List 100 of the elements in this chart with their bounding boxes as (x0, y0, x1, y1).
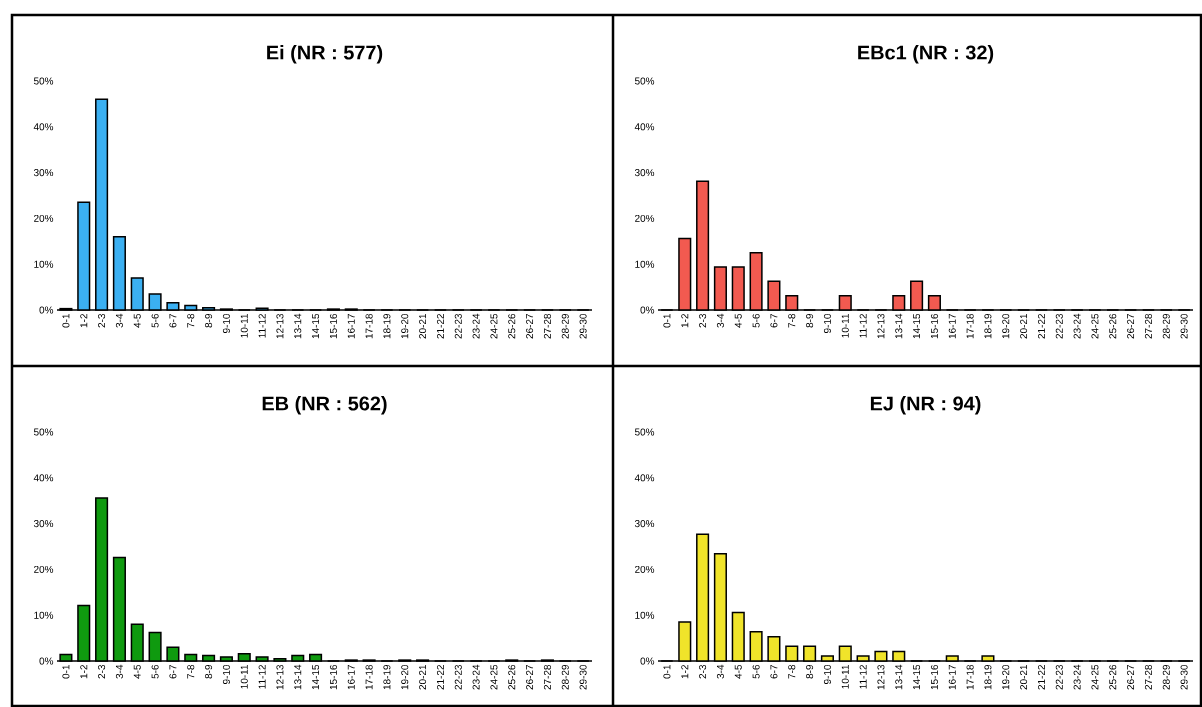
x-tick-label: 20-21 (419, 314, 427, 339)
x-tick-label: 24-25 (490, 313, 498, 339)
y-tick-label: 30% (33, 520, 54, 528)
x-tick-label: 9-10 (222, 313, 230, 333)
x-tick-label: 4-5 (133, 313, 141, 328)
y-tick-label: 30% (634, 520, 655, 528)
x-tick-label: 7-8 (187, 664, 195, 679)
x-tick-label: 9-10 (823, 313, 831, 333)
x-tick-label: 27-28 (543, 313, 551, 339)
x-tick-label: 29-30 (579, 313, 587, 339)
x-tick-label: 23-24 (472, 313, 480, 339)
x-tick-label: 9-10 (823, 664, 831, 684)
x-tick-label: 12-13 (276, 664, 284, 690)
x-tick-label: 4-5 (133, 664, 141, 679)
x-tick-label: 2-3 (699, 313, 707, 328)
x-tick-label: 8-9 (205, 664, 213, 679)
x-tick-label: 0-1 (62, 314, 70, 328)
x-tick-label: 18-19 (984, 313, 992, 339)
x-tick-label: 22-23 (1055, 313, 1063, 339)
x-tick-label: 21-22 (436, 314, 444, 339)
x-tick-label: 27-28 (543, 664, 551, 690)
y-tick-label: 50% (634, 77, 655, 85)
x-tick-label: 5-6 (151, 313, 159, 328)
x-tick-label: 13-14 (895, 313, 903, 339)
y-tick-label: 50% (634, 428, 655, 436)
x-tick-label: 20-21 (1020, 314, 1028, 339)
x-tick-label: 11-12 (258, 314, 266, 338)
chart-title: EB (NR : 562) (262, 395, 387, 415)
x-tick-label: 26-27 (526, 665, 534, 690)
x-tick-label: 6-7 (770, 665, 778, 679)
x-tick-label: 8-9 (806, 664, 814, 679)
x-tick-label: 25-26 (508, 313, 516, 339)
x-tick-label: 6-7 (169, 314, 177, 328)
x-tick-label: 8-9 (205, 313, 213, 328)
x-tick-label: 9-10 (222, 664, 230, 684)
x-tick-label: 2-3 (699, 664, 707, 679)
x-tick-label: 29-30 (579, 664, 587, 690)
x-tick-label: 21-22 (1037, 314, 1045, 339)
x-tick-label: 16-17 (948, 314, 956, 339)
x-tick-label: 10-11 (841, 665, 849, 689)
x-tick-label: 6-7 (169, 665, 177, 679)
x-tick-label: 5-6 (151, 664, 159, 679)
x-tick-label: 12-13 (276, 313, 284, 339)
x-tick-label: 11-12 (859, 665, 867, 689)
x-tick-label: 0-1 (663, 665, 671, 679)
y-tick-label: 0% (39, 306, 54, 314)
x-tick-label: 17-18 (966, 664, 974, 690)
x-tick-label: 28-29 (561, 313, 569, 339)
y-tick-label: 20% (34, 565, 54, 573)
x-tick-label: 22-23 (1055, 664, 1063, 690)
x-tick-label: 16-17 (347, 665, 355, 690)
x-tick-label: 10-11 (841, 314, 849, 338)
y-tick-label: 20% (635, 565, 655, 573)
x-tick-label: 28-29 (1162, 313, 1170, 339)
x-tick-label: 19-20 (401, 664, 409, 690)
x-tick-label: 29-30 (1180, 664, 1188, 690)
x-tick-label: 10-11 (240, 314, 248, 338)
x-tick-label: 5-6 (752, 313, 760, 328)
x-tick-label: 2-3 (98, 313, 106, 328)
x-tick-label: 15-16 (930, 313, 938, 339)
y-tick-label: 50% (33, 428, 54, 436)
x-tick-label: 28-29 (1162, 665, 1170, 690)
x-tick-label: 13-14 (895, 664, 903, 690)
x-tick-label: 26-27 (1127, 314, 1135, 339)
x-tick-label: 14-15 (913, 313, 921, 339)
x-tick-label: 24-25 (1091, 664, 1099, 690)
y-tick-label: 20% (34, 214, 54, 222)
x-tick-label: 3-4 (115, 664, 123, 679)
x-tick-label: 20-21 (1020, 665, 1028, 690)
x-tick-label: 25-26 (1109, 313, 1117, 339)
y-tick-label: 40% (33, 474, 54, 482)
y-tick-label: 0% (39, 657, 54, 665)
x-tick-label: 16-17 (347, 314, 355, 339)
x-tick-label: 29-30 (1180, 313, 1188, 339)
x-tick-label: 17-18 (966, 313, 974, 339)
x-tick-label: 12-13 (877, 664, 885, 690)
x-tick-label: 7-8 (788, 664, 796, 679)
x-tick-label: 23-24 (1073, 313, 1081, 339)
y-tick-label: 10% (635, 260, 655, 268)
x-tick-label: 19-20 (1002, 313, 1010, 339)
chart-title: EJ (NR : 94) (870, 395, 981, 415)
x-tick-label: 24-25 (1091, 313, 1099, 339)
x-tick-label: 14-15 (312, 664, 320, 690)
y-tick-label: 10% (635, 611, 655, 619)
x-tick-label: 26-27 (1127, 665, 1135, 690)
chart-title: Ei (NR : 577) (267, 44, 383, 64)
x-tick-label: 4-5 (734, 313, 742, 328)
x-tick-label: 18-19 (383, 665, 391, 690)
y-tick-label: 40% (634, 123, 655, 131)
x-tick-label: 25-26 (1109, 664, 1117, 690)
x-tick-label: 20-21 (419, 665, 427, 690)
x-tick-label: 0-1 (62, 665, 70, 679)
y-tick-label: 0% (640, 306, 655, 314)
x-tick-label: 22-23 (454, 313, 462, 339)
x-tick-label: 13-14 (294, 313, 302, 339)
x-tick-label: 7-8 (788, 313, 796, 328)
x-tick-label: 12-13 (877, 313, 885, 339)
x-tick-label: 24-25 (490, 664, 498, 690)
x-tick-label: 14-15 (913, 664, 921, 690)
x-tick-label: 1-2 (80, 665, 88, 679)
